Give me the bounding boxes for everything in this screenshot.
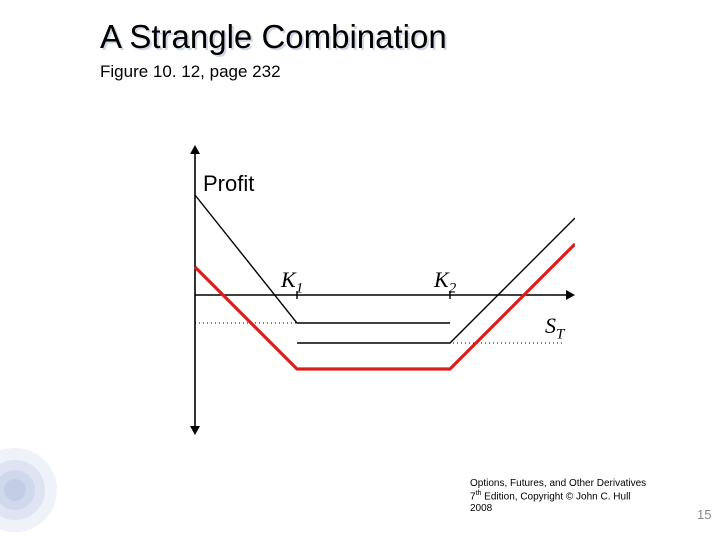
slide-number: 15 (697, 507, 711, 522)
y-axis-label: Profit (203, 171, 254, 197)
k1-label: K1 (281, 267, 303, 297)
page-subtitle: Figure 10. 12, page 232 (100, 62, 281, 82)
page-title: A Strangle Combination (100, 18, 447, 56)
strangle-chart: Profit K1 K2 ST (175, 145, 575, 435)
k2-label: K2 (434, 267, 456, 297)
footer-citation: Options, Futures, and Other Derivatives7… (470, 478, 646, 515)
st-label: ST (545, 313, 564, 343)
